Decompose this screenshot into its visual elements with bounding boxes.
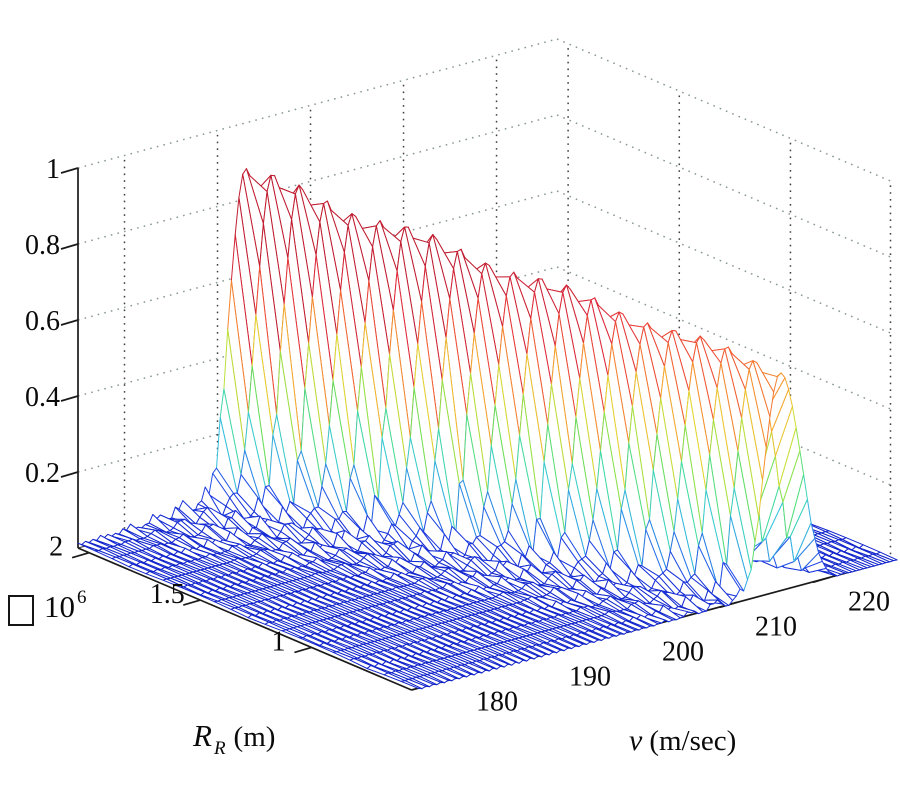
plot-grid (77, 38, 892, 561)
multiplier-exponent: 6 (77, 587, 87, 608)
tick-label: 0.6 (25, 306, 60, 337)
tick-label: 190 (569, 661, 611, 692)
y-axis-multiplier: 10 6 (8, 587, 87, 626)
multiplier-base: 10 (44, 589, 75, 624)
tick-label: 1.5 (150, 579, 185, 610)
tick-label: 2 (49, 532, 63, 563)
tick-label: 180 (476, 686, 518, 717)
missing-glyph-box-icon (8, 595, 34, 626)
tick-label: 210 (755, 611, 797, 642)
tick-labels: 0.2 0.4 0.6 0.8 1 2 1.5 1 180 190 200 210 220 (25, 154, 890, 717)
y-axis-label: R R (m) (193, 718, 276, 759)
tick-label: 1 (271, 626, 285, 657)
tick-label: 220 (848, 586, 890, 617)
y-axis-subscript: R (213, 738, 226, 759)
y-axis-variable: R (193, 718, 212, 753)
x-axis-label: v (m/sec) (629, 724, 736, 758)
tick-label: 200 (662, 636, 704, 667)
tick-label: 0.8 (25, 230, 60, 261)
tick-label: 0.2 (25, 458, 60, 489)
y-axis-unit: (m) (233, 721, 276, 753)
tick-label: 0.4 (25, 382, 60, 413)
mesh-surface (77, 168, 898, 690)
tick-label: 1 (46, 154, 60, 185)
x-axis-variable: v (629, 724, 643, 757)
x-axis-unit: (m/sec) (649, 725, 737, 757)
